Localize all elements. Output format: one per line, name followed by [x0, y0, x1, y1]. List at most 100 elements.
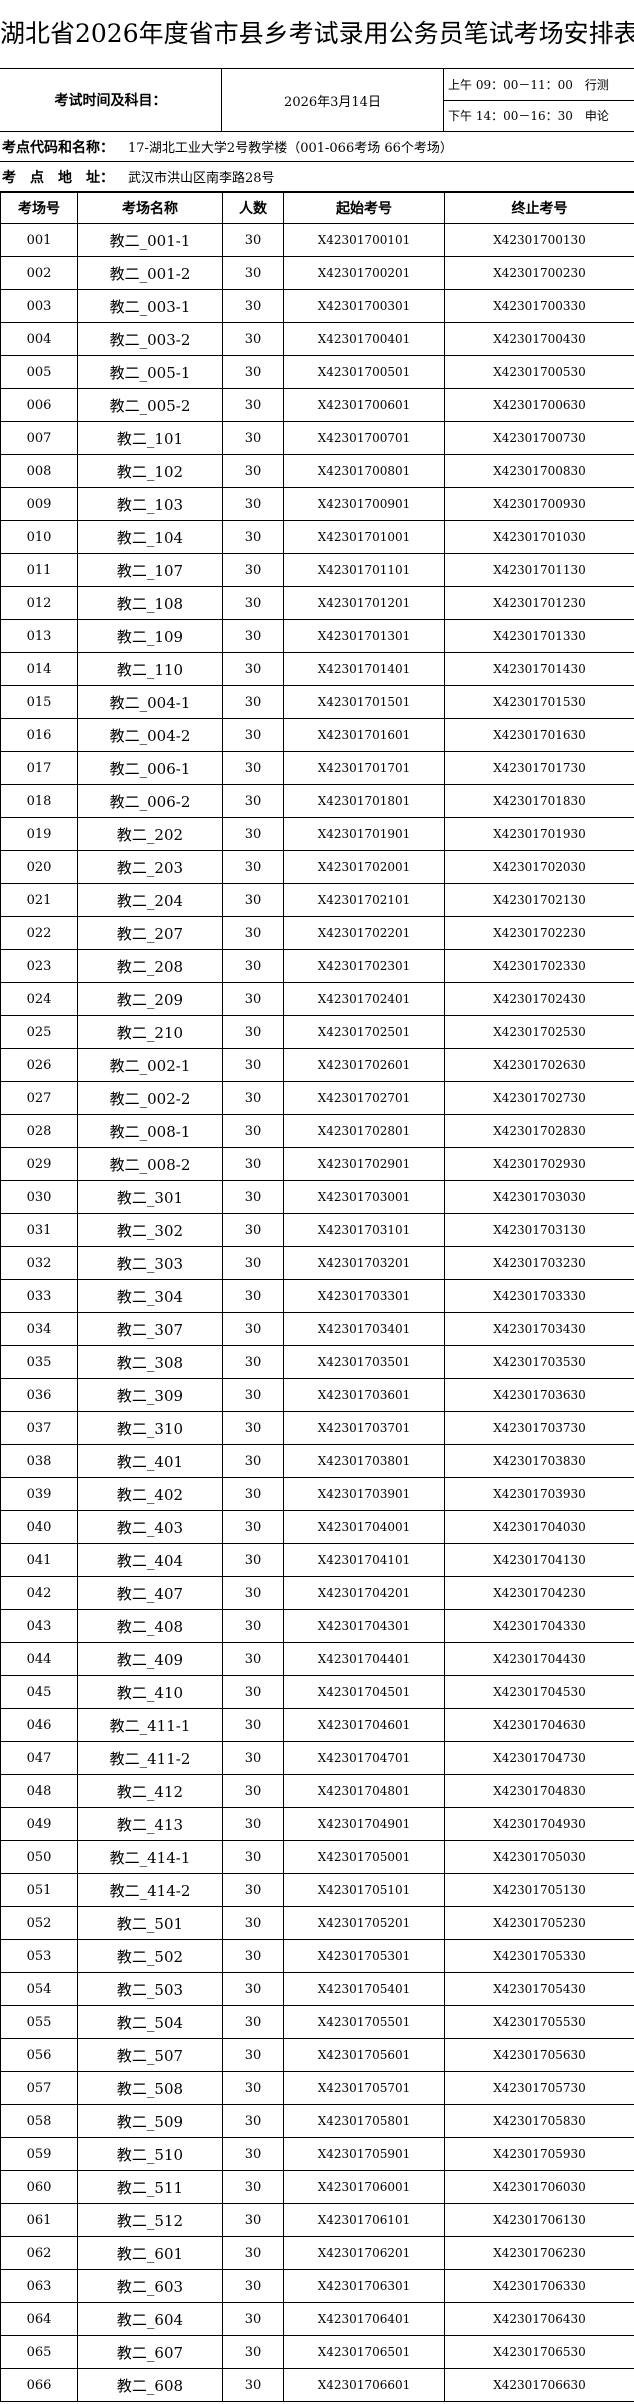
start-id: X42301701601 [283, 718, 445, 752]
table-row: 025 教二_210 30 X42301702501 X42301702530 [0, 1015, 634, 1049]
count: 30 [222, 1510, 284, 1544]
end-id: X42301703630 [444, 1378, 634, 1412]
room-name: 教二_310 [77, 1411, 223, 1445]
table-row: 029 教二_008-2 30 X42301702901 X42301702930 [0, 1147, 634, 1181]
end-id: X42301703930 [444, 1477, 634, 1511]
start-id: X42301705601 [283, 2038, 445, 2072]
count: 30 [222, 2005, 284, 2039]
table-row: 013 教二_109 30 X42301701301 X42301701330 [0, 619, 634, 653]
room-no: 048 [0, 1774, 78, 1808]
start-id: X42301702601 [283, 1048, 445, 1082]
count: 30 [222, 2236, 284, 2270]
start-id: X42301700501 [283, 355, 445, 389]
start-id: X42301701401 [283, 652, 445, 686]
room-no: 005 [0, 355, 78, 389]
room-name: 教二_006-2 [77, 784, 223, 818]
room-name: 教二_603 [77, 2269, 223, 2303]
room-no: 052 [0, 1906, 78, 1940]
exam-time-label: 考试时间及科目： [0, 69, 222, 131]
start-id: X42301704101 [283, 1543, 445, 1577]
room-no: 057 [0, 2071, 78, 2105]
room-name: 教二_404 [77, 1543, 223, 1577]
start-id: X42301702301 [283, 949, 445, 983]
room-name: 教二_108 [77, 586, 223, 620]
room-name: 教二_104 [77, 520, 223, 554]
table-row: 057 教二_508 30 X42301705701 X42301705730 [0, 2071, 634, 2105]
count: 30 [222, 1147, 284, 1181]
table-row: 010 教二_104 30 X42301701001 X42301701030 [0, 520, 634, 554]
room-no: 065 [0, 2335, 78, 2369]
room-name: 教二_005-2 [77, 388, 223, 422]
count: 30 [222, 685, 284, 719]
start-id: X42301700301 [283, 289, 445, 323]
room-name: 教二_204 [77, 883, 223, 917]
room-name: 教二_203 [77, 850, 223, 884]
room-no: 037 [0, 1411, 78, 1445]
start-id: X42301704801 [283, 1774, 445, 1808]
start-id: X42301702501 [283, 1015, 445, 1049]
table-row: 036 教二_309 30 X42301703601 X42301703630 [0, 1378, 634, 1412]
table-row: 049 教二_413 30 X42301704901 X42301704930 [0, 1807, 634, 1841]
start-id: X42301703801 [283, 1444, 445, 1478]
start-id: X42301702701 [283, 1081, 445, 1115]
room-no: 020 [0, 850, 78, 884]
end-id: X42301705330 [444, 1939, 634, 1973]
room-no: 032 [0, 1246, 78, 1280]
room-name: 教二_511 [77, 2170, 223, 2204]
end-id: X42301705830 [444, 2104, 634, 2138]
count: 30 [222, 1114, 284, 1148]
room-no: 015 [0, 685, 78, 719]
count: 30 [222, 487, 284, 521]
start-id: X42301701001 [283, 520, 445, 554]
count: 30 [222, 322, 284, 356]
address-value: 武汉市洪山区南李路28号 [128, 171, 275, 186]
room-no: 023 [0, 949, 78, 983]
table-row: 045 教二_410 30 X42301704501 X42301704530 [0, 1675, 634, 1709]
start-id: X42301700601 [283, 388, 445, 422]
table-row: 020 教二_203 30 X42301702001 X42301702030 [0, 850, 634, 884]
end-id: X42301703830 [444, 1444, 634, 1478]
table-row: 017 教二_006-1 30 X42301701701 X42301701730 [0, 751, 634, 785]
start-id: X42301705501 [283, 2005, 445, 2039]
table-row: 062 教二_601 30 X42301706201 X42301706230 [0, 2236, 634, 2270]
room-no: 008 [0, 454, 78, 488]
room-name: 教二_413 [77, 1807, 223, 1841]
end-id: X42301704730 [444, 1741, 634, 1775]
end-id: X42301700630 [444, 388, 634, 422]
end-id: X42301706630 [444, 2368, 634, 2402]
start-id: X42301705101 [283, 1873, 445, 1907]
start-id: X42301701101 [283, 553, 445, 587]
room-no: 040 [0, 1510, 78, 1544]
room-name: 教二_502 [77, 1939, 223, 1973]
room-no: 033 [0, 1279, 78, 1313]
start-id: X42301704301 [283, 1609, 445, 1643]
end-id: X42301701430 [444, 652, 634, 686]
end-id: X42301705230 [444, 1906, 634, 1940]
header-cell: 终止考号 [444, 192, 634, 224]
table-row: 019 教二_202 30 X42301701901 X42301701930 [0, 817, 634, 851]
end-id: X42301700830 [444, 454, 634, 488]
end-id: X42301704330 [444, 1609, 634, 1643]
count: 30 [222, 751, 284, 785]
end-id: X42301700230 [444, 256, 634, 290]
room-name: 教二_408 [77, 1609, 223, 1643]
start-id: X42301701201 [283, 586, 445, 620]
room-name: 教二_006-1 [77, 751, 223, 785]
room-name: 教二_501 [77, 1906, 223, 1940]
start-id: X42301700901 [283, 487, 445, 521]
site-row: 考点代码和名称： 17-湖北工业大学2号教学楼（001-066考场 66个考场） [0, 132, 634, 162]
end-id: X42301704930 [444, 1807, 634, 1841]
room-name: 教二_414-1 [77, 1840, 223, 1874]
room-no: 039 [0, 1477, 78, 1511]
address-label: 考 点 地 址： [2, 169, 114, 186]
count: 30 [222, 454, 284, 488]
end-id: X42301703030 [444, 1180, 634, 1214]
end-id: X42301700730 [444, 421, 634, 455]
count: 30 [222, 817, 284, 851]
room-no: 061 [0, 2203, 78, 2237]
count: 30 [222, 2170, 284, 2204]
count: 30 [222, 1411, 284, 1445]
room-no: 013 [0, 619, 78, 653]
header-cell: 人数 [222, 192, 284, 224]
count: 30 [222, 883, 284, 917]
